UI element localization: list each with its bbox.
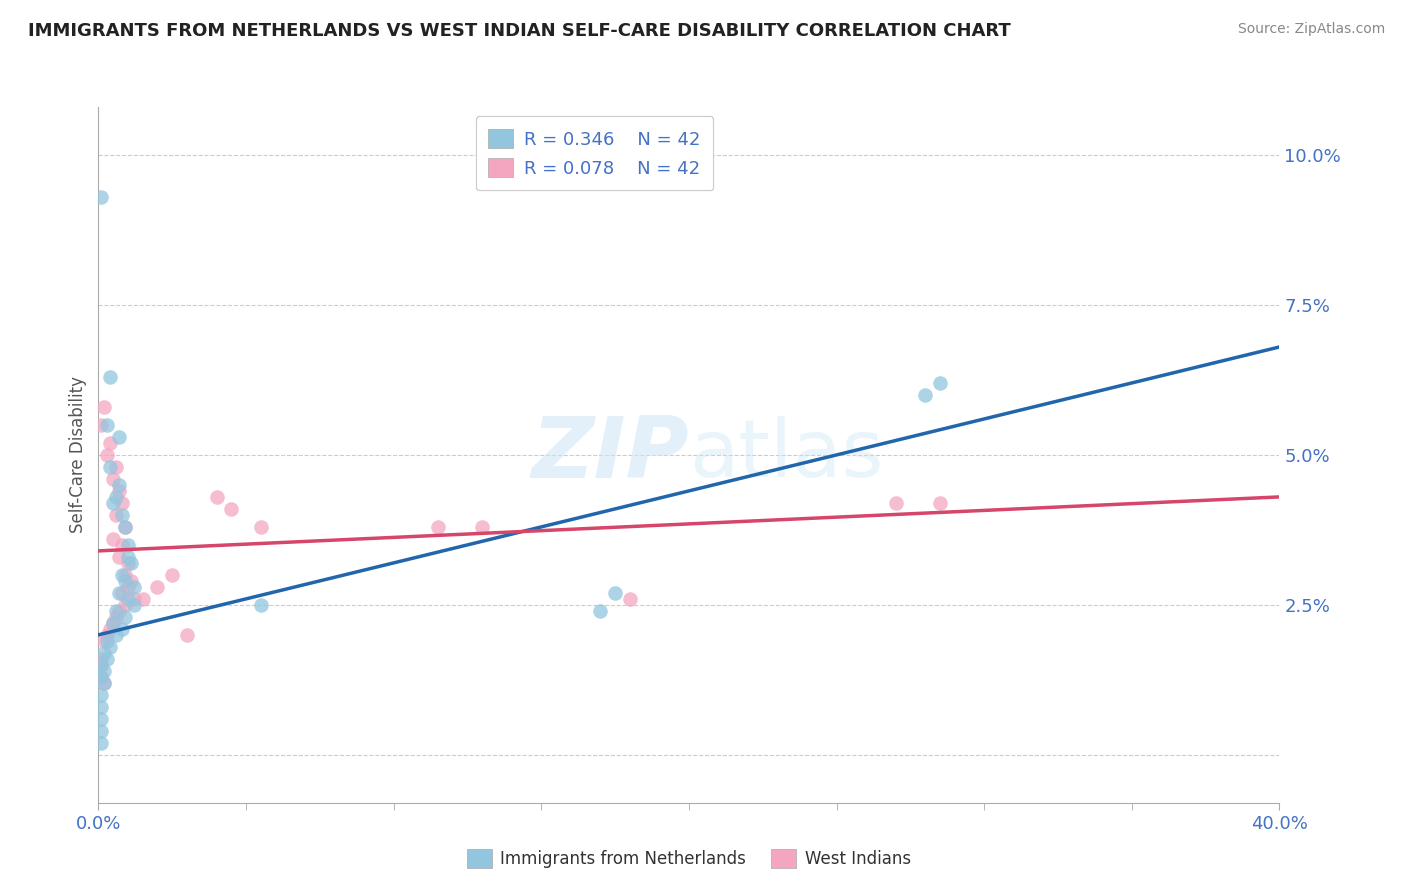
Point <box>90 723 112 738</box>
Point <box>111 622 134 636</box>
Y-axis label: Self-Care Disability: Self-Care Disability <box>69 376 87 533</box>
Point <box>90 670 112 684</box>
Point <box>914 388 936 402</box>
Point <box>96 652 118 666</box>
Point <box>162 567 183 582</box>
Point <box>111 586 134 600</box>
Point <box>98 436 121 450</box>
Point <box>122 591 145 606</box>
Point <box>928 496 950 510</box>
Point <box>589 604 612 618</box>
Text: atlas: atlas <box>689 416 883 494</box>
Point <box>111 496 134 510</box>
Point <box>471 520 494 534</box>
Point <box>90 736 112 750</box>
Point <box>605 586 627 600</box>
Point <box>105 610 128 624</box>
Point <box>117 538 139 552</box>
Point <box>250 598 273 612</box>
Point <box>93 664 115 678</box>
Point <box>98 459 121 474</box>
Point <box>120 556 142 570</box>
Point <box>105 508 128 522</box>
Point <box>146 580 169 594</box>
Point <box>176 628 198 642</box>
Point <box>105 628 128 642</box>
Text: Source: ZipAtlas.com: Source: ZipAtlas.com <box>1237 22 1385 37</box>
Text: IMMIGRANTS FROM NETHERLANDS VS WEST INDIAN SELF-CARE DISABILITY CORRELATION CHAR: IMMIGRANTS FROM NETHERLANDS VS WEST INDI… <box>28 22 1011 40</box>
Point <box>93 400 115 414</box>
Point <box>122 580 145 594</box>
Point <box>122 598 145 612</box>
Point <box>114 598 136 612</box>
Point <box>93 676 115 690</box>
Point <box>98 370 121 384</box>
Point <box>90 712 112 726</box>
Point <box>90 417 112 432</box>
Point <box>114 520 136 534</box>
Point <box>108 483 131 498</box>
Point <box>427 520 450 534</box>
Point <box>117 591 139 606</box>
Point <box>96 417 118 432</box>
Point <box>96 628 118 642</box>
Point <box>132 591 155 606</box>
Point <box>90 699 112 714</box>
Point <box>90 688 112 702</box>
Legend: Immigrants from Netherlands, West Indians: Immigrants from Netherlands, West Indian… <box>460 843 918 875</box>
Point <box>117 556 139 570</box>
Point <box>219 502 242 516</box>
Point <box>103 496 125 510</box>
Point <box>103 472 125 486</box>
Point <box>108 604 131 618</box>
Point <box>108 478 131 492</box>
Point <box>114 574 136 588</box>
Point <box>96 633 118 648</box>
Point <box>619 591 641 606</box>
Point <box>93 676 115 690</box>
Point <box>884 496 907 510</box>
Point <box>105 604 128 618</box>
Point <box>90 657 112 672</box>
Point <box>90 652 112 666</box>
Point <box>111 508 134 522</box>
Point <box>105 490 128 504</box>
Point <box>205 490 228 504</box>
Point <box>98 622 121 636</box>
Text: ZIP: ZIP <box>531 413 689 497</box>
Point <box>90 657 112 672</box>
Point <box>103 615 125 630</box>
Point <box>108 430 131 444</box>
Point <box>114 520 136 534</box>
Point <box>108 549 131 564</box>
Point <box>114 610 136 624</box>
Point <box>108 586 131 600</box>
Point <box>98 640 121 654</box>
Point <box>111 567 134 582</box>
Point <box>103 615 125 630</box>
Point <box>93 646 115 660</box>
Point <box>90 670 112 684</box>
Point <box>928 376 950 390</box>
Legend: R = 0.346    N = 42, R = 0.078    N = 42: R = 0.346 N = 42, R = 0.078 N = 42 <box>475 116 713 190</box>
Point <box>114 567 136 582</box>
Point <box>117 549 139 564</box>
Point <box>96 448 118 462</box>
Point <box>90 190 112 204</box>
Point <box>111 538 134 552</box>
Point <box>117 580 139 594</box>
Point <box>120 574 142 588</box>
Point <box>105 459 128 474</box>
Point <box>93 633 115 648</box>
Point <box>103 532 125 546</box>
Point <box>250 520 273 534</box>
